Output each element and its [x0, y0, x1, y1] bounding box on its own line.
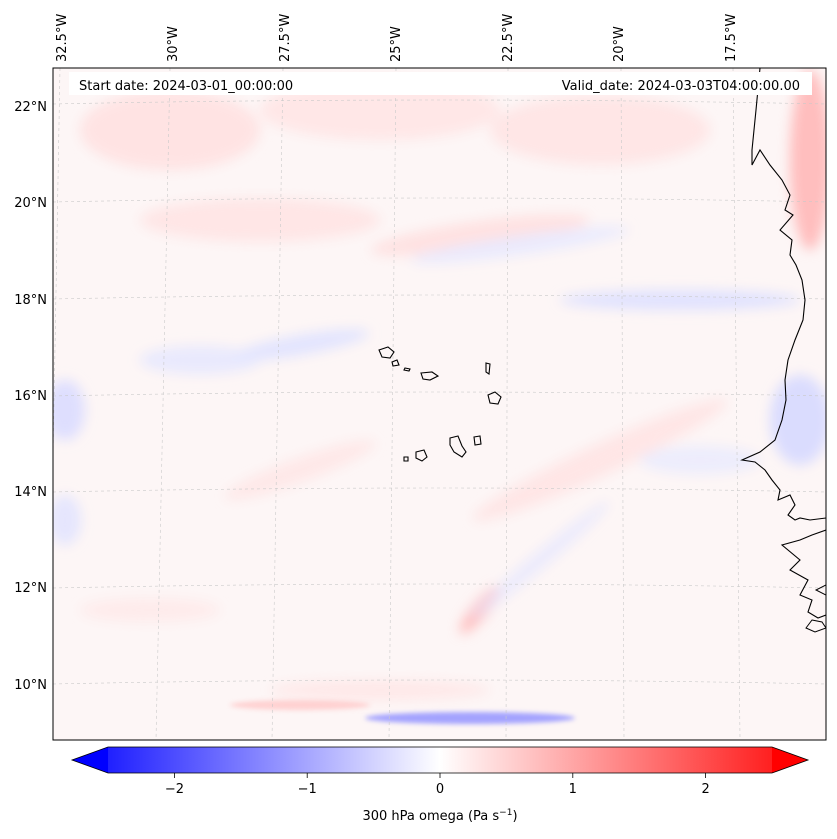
colorbar-outline [70, 746, 810, 774]
omega-negative-band [365, 712, 575, 724]
map-frame [52, 67, 827, 741]
lon-label-30w: 30°W [166, 26, 181, 62]
sao-vicente-island [391, 359, 400, 367]
lon-label-22-5w: 22.5°W [501, 14, 516, 62]
cape-verde-islands [378, 346, 502, 462]
maio-island [473, 435, 482, 446]
valid-date-label: Valid_date: 2024-03-03T04:00:00.00 [562, 79, 800, 94]
west-africa-coastline [740, 68, 826, 521]
boa-vista-island [487, 391, 502, 405]
colorbar: −2 −1 0 1 2 300 hPa omega (Pa s−1) [70, 746, 810, 824]
lon-label-32-5w: 32.5°W [55, 14, 70, 62]
omega-field-background [53, 68, 826, 740]
gridlines [53, 68, 826, 740]
colorbar-tick-label: 0 [436, 782, 444, 797]
sal-island [485, 362, 491, 375]
map-panel: Start date: 2024-03-01_00:00:00 Valid_da… [53, 68, 826, 740]
colorbar-label: 300 hPa omega (Pa s−1) [362, 808, 517, 824]
colorbar-extend-high [772, 747, 808, 773]
lon-label-20w: 20°W [612, 26, 627, 62]
brava-island [403, 456, 409, 462]
fogo-island [415, 449, 428, 462]
lat-label-16n: 16°N [14, 389, 47, 404]
lon-label-17-5w: 17.5°W [724, 14, 739, 62]
colorbar-ticks: −2 −1 0 1 2 [165, 773, 710, 797]
lon-label-27-5w: 27.5°W [278, 14, 293, 62]
lat-label-22n: 22°N [14, 100, 47, 115]
lon-label-25w: 25°W [389, 26, 404, 62]
longitude-labels: 32.5°W 30°W 27.5°W 25°W 22.5°W 20°W 17.5… [55, 14, 739, 62]
lat-label-10n: 10°N [14, 678, 47, 693]
lat-label-14n: 14°N [14, 485, 47, 500]
colorbar-gradient [108, 747, 772, 773]
colorbar-tick-label: 2 [701, 782, 709, 797]
header-box [69, 72, 812, 95]
bijagos-islands [805, 619, 826, 633]
omega-positive-band [230, 700, 370, 710]
start-date-label: Start date: 2024-03-01_00:00:00 [79, 79, 293, 94]
santiago-island [449, 435, 467, 458]
santo-antao-island [378, 346, 395, 359]
colorbar-extend-low [72, 747, 108, 773]
lat-label-20n: 20°N [14, 196, 47, 211]
lat-label-12n: 12°N [14, 581, 47, 596]
coast-fragment [814, 584, 826, 596]
sao-nicolau-island [420, 371, 440, 381]
west-africa-coastline-south [780, 529, 826, 619]
lat-label-18n: 18°N [14, 293, 47, 308]
santa-luzia-island [403, 367, 411, 372]
colorbar-tick-label: −2 [165, 782, 184, 797]
colorbar-tick-label: −1 [298, 782, 317, 797]
colorbar-tick-label: 1 [569, 782, 577, 797]
latitude-labels: 22°N 20°N 18°N 16°N 14°N 12°N 10°N [14, 100, 47, 693]
